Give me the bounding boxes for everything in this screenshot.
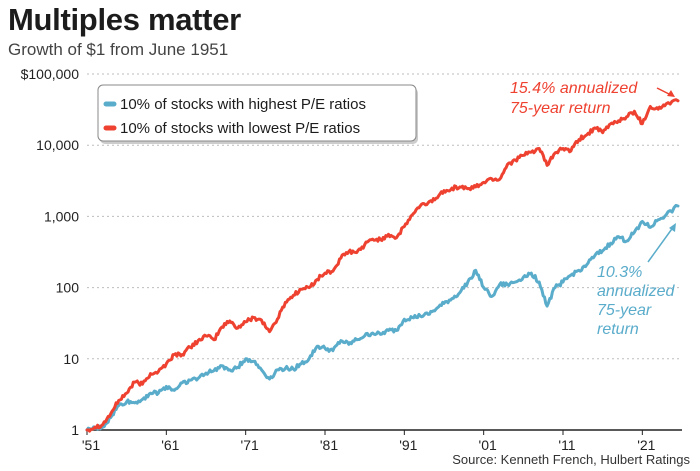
low-pe-series-line <box>85 98 680 433</box>
y-tick-label: 1,000 <box>44 208 79 224</box>
x-tick-label: '61 <box>161 437 179 453</box>
x-tick-label: '21 <box>637 437 655 453</box>
legend-box <box>97 84 417 142</box>
red-annotation-line: 75-year return <box>510 100 611 117</box>
x-tick-label: '71 <box>241 437 259 453</box>
blue-annotation-line: 75-year <box>597 302 652 319</box>
source-note: Source: Kenneth French, Hulbert Ratings <box>452 452 690 467</box>
red-annotation-arrowhead <box>667 90 675 97</box>
blue-annotation-arrow <box>647 225 675 263</box>
legend-label: 10% of stocks with highest P/E ratios <box>120 96 366 113</box>
x-tick-label: '11 <box>558 437 575 453</box>
y-tick-label: $100,000 <box>21 66 80 82</box>
y-tick-label: 1 <box>71 422 79 438</box>
chart-title: Multiples matter <box>8 2 241 37</box>
x-tick-label: '91 <box>399 437 417 453</box>
high-pe-series-line <box>85 203 680 432</box>
x-tick-label: '51 <box>82 437 100 453</box>
red-annotation-line: 15.4% annualized <box>510 80 638 97</box>
chart-subtitle: Growth of $1 from June 1951 <box>8 40 229 59</box>
y-tick-label: 10 <box>63 351 79 367</box>
x-tick-label: '01 <box>479 437 497 453</box>
blue-annotation-line: annualized <box>597 283 676 300</box>
legend-label: 10% of stocks with lowest P/E ratios <box>120 120 360 137</box>
y-tick-label: 100 <box>56 280 80 296</box>
red-annotation: 15.4% annualized 75-year return <box>510 80 638 117</box>
blue-annotation-line: 10.3% <box>597 264 642 281</box>
x-tick-label: '81 <box>320 437 338 453</box>
blue-annotation-arrowhead <box>669 223 676 232</box>
blue-annotation-line: return <box>597 321 639 338</box>
y-tick-label: 10,000 <box>36 137 79 153</box>
blue-annotation: 10.3% annualized 75-year return <box>597 264 676 338</box>
